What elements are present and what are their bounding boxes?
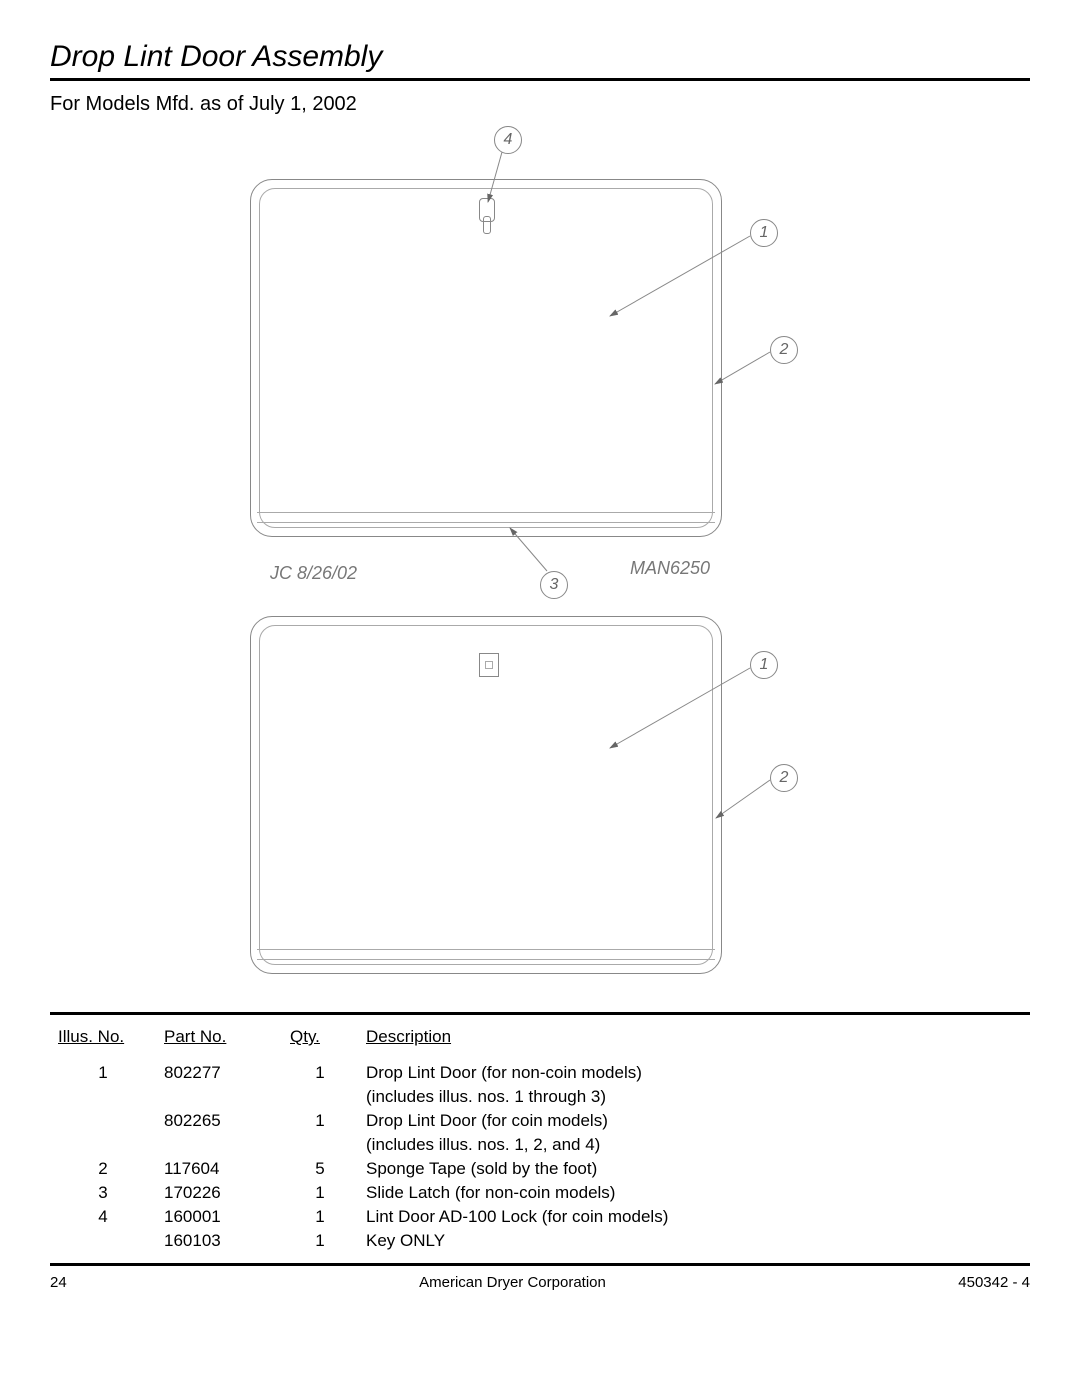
latch-pin — [483, 216, 491, 234]
cell-illus — [50, 1229, 156, 1253]
page-subtitle: For Models Mfd. as of July 1, 2002 — [50, 93, 1030, 116]
col-header-desc: Description — [358, 1025, 1030, 1061]
parts-section: Illus. No. Part No. Qty. Description 1 8… — [50, 1012, 1030, 1291]
parts-header-row: Illus. No. Part No. Qty. Description — [50, 1025, 1030, 1061]
callout-1-upper: 1 — [750, 219, 778, 247]
table-row: (includes illus. nos. 1 through 3) — [50, 1085, 1030, 1109]
cell-part: 160103 — [156, 1229, 282, 1253]
parts-table: Illus. No. Part No. Qty. Description 1 8… — [50, 1025, 1030, 1253]
cell-illus: 4 — [50, 1205, 156, 1229]
door-upper-bottom-lines — [257, 512, 715, 526]
table-row: 3 170226 1 Slide Latch (for non-coin mod… — [50, 1181, 1030, 1205]
callout-2-lower: 2 — [770, 764, 798, 792]
footer-page-number: 24 — [50, 1274, 67, 1291]
cell-desc: (includes illus. nos. 1 through 3) — [358, 1085, 1030, 1109]
callout-3: 3 — [540, 571, 568, 599]
table-row: 1 802277 1 Drop Lint Door (for non-coin … — [50, 1061, 1030, 1085]
page-footer: 24 American Dryer Corporation 450342 - 4 — [50, 1274, 1030, 1291]
parts-tbody: 1 802277 1 Drop Lint Door (for non-coin … — [50, 1061, 1030, 1253]
col-header-illus: Illus. No. — [50, 1025, 156, 1061]
cell-part: 160001 — [156, 1205, 282, 1229]
callout-1-lower: 1 — [750, 651, 778, 679]
drawing-note-right: MAN6250 — [630, 558, 710, 579]
page: Drop Lint Door Assembly For Models Mfd. … — [0, 0, 1080, 1397]
parts-bottom-rule — [50, 1263, 1030, 1266]
cell-illus: 3 — [50, 1181, 156, 1205]
cell-qty: 1 — [282, 1061, 358, 1085]
cell-part: 170226 — [156, 1181, 282, 1205]
door-lower-bottom-lines — [257, 949, 715, 963]
footer-doc-number: 450342 - 4 — [958, 1274, 1030, 1291]
cell-desc: Key ONLY — [358, 1229, 1030, 1253]
drawing-note-left: JC 8/26/02 — [270, 563, 357, 584]
col-header-part: Part No. — [156, 1025, 282, 1061]
table-row: 2 117604 5 Sponge Tape (sold by the foot… — [50, 1157, 1030, 1181]
table-row: (includes illus. nos. 1, 2, and 4) — [50, 1133, 1030, 1157]
diagram-area: JC 8/26/02 MAN6250 4 1 2 3 1 2 — [50, 126, 1030, 1006]
cell-desc: Drop Lint Door (for non-coin models) — [358, 1061, 1030, 1085]
cell-qty: 1 — [282, 1229, 358, 1253]
cell-desc: Drop Lint Door (for coin models) — [358, 1109, 1030, 1133]
cell-part: 802277 — [156, 1061, 282, 1085]
table-row: 802265 1 Drop Lint Door (for coin models… — [50, 1109, 1030, 1133]
cell-qty: 1 — [282, 1109, 358, 1133]
door-lower — [250, 616, 722, 974]
cell-illus — [50, 1109, 156, 1133]
page-title: Drop Lint Door Assembly — [50, 40, 1030, 81]
cell-part: 802265 — [156, 1109, 282, 1133]
table-row: 4 160001 1 Lint Door AD-100 Lock (for co… — [50, 1205, 1030, 1229]
footer-company: American Dryer Corporation — [419, 1274, 606, 1291]
cell-desc: (includes illus. nos. 1, 2, and 4) — [358, 1133, 1030, 1157]
cell-illus: 2 — [50, 1157, 156, 1181]
cell-illus: 1 — [50, 1061, 156, 1085]
cell-part: 117604 — [156, 1157, 282, 1181]
door-upper — [250, 179, 722, 537]
callout-2-upper: 2 — [770, 336, 798, 364]
cell-desc: Sponge Tape (sold by the foot) — [358, 1157, 1030, 1181]
cell-qty: 5 — [282, 1157, 358, 1181]
door-upper-inner — [259, 188, 713, 528]
lock-rect — [479, 653, 499, 677]
cell-desc: Lint Door AD-100 Lock (for coin models) — [358, 1205, 1030, 1229]
table-row: 160103 1 Key ONLY — [50, 1229, 1030, 1253]
col-header-qty: Qty. — [282, 1025, 358, 1061]
cell-qty: 1 — [282, 1205, 358, 1229]
cell-desc: Slide Latch (for non-coin models) — [358, 1181, 1030, 1205]
callout-4-upper: 4 — [494, 126, 522, 154]
cell-qty: 1 — [282, 1181, 358, 1205]
